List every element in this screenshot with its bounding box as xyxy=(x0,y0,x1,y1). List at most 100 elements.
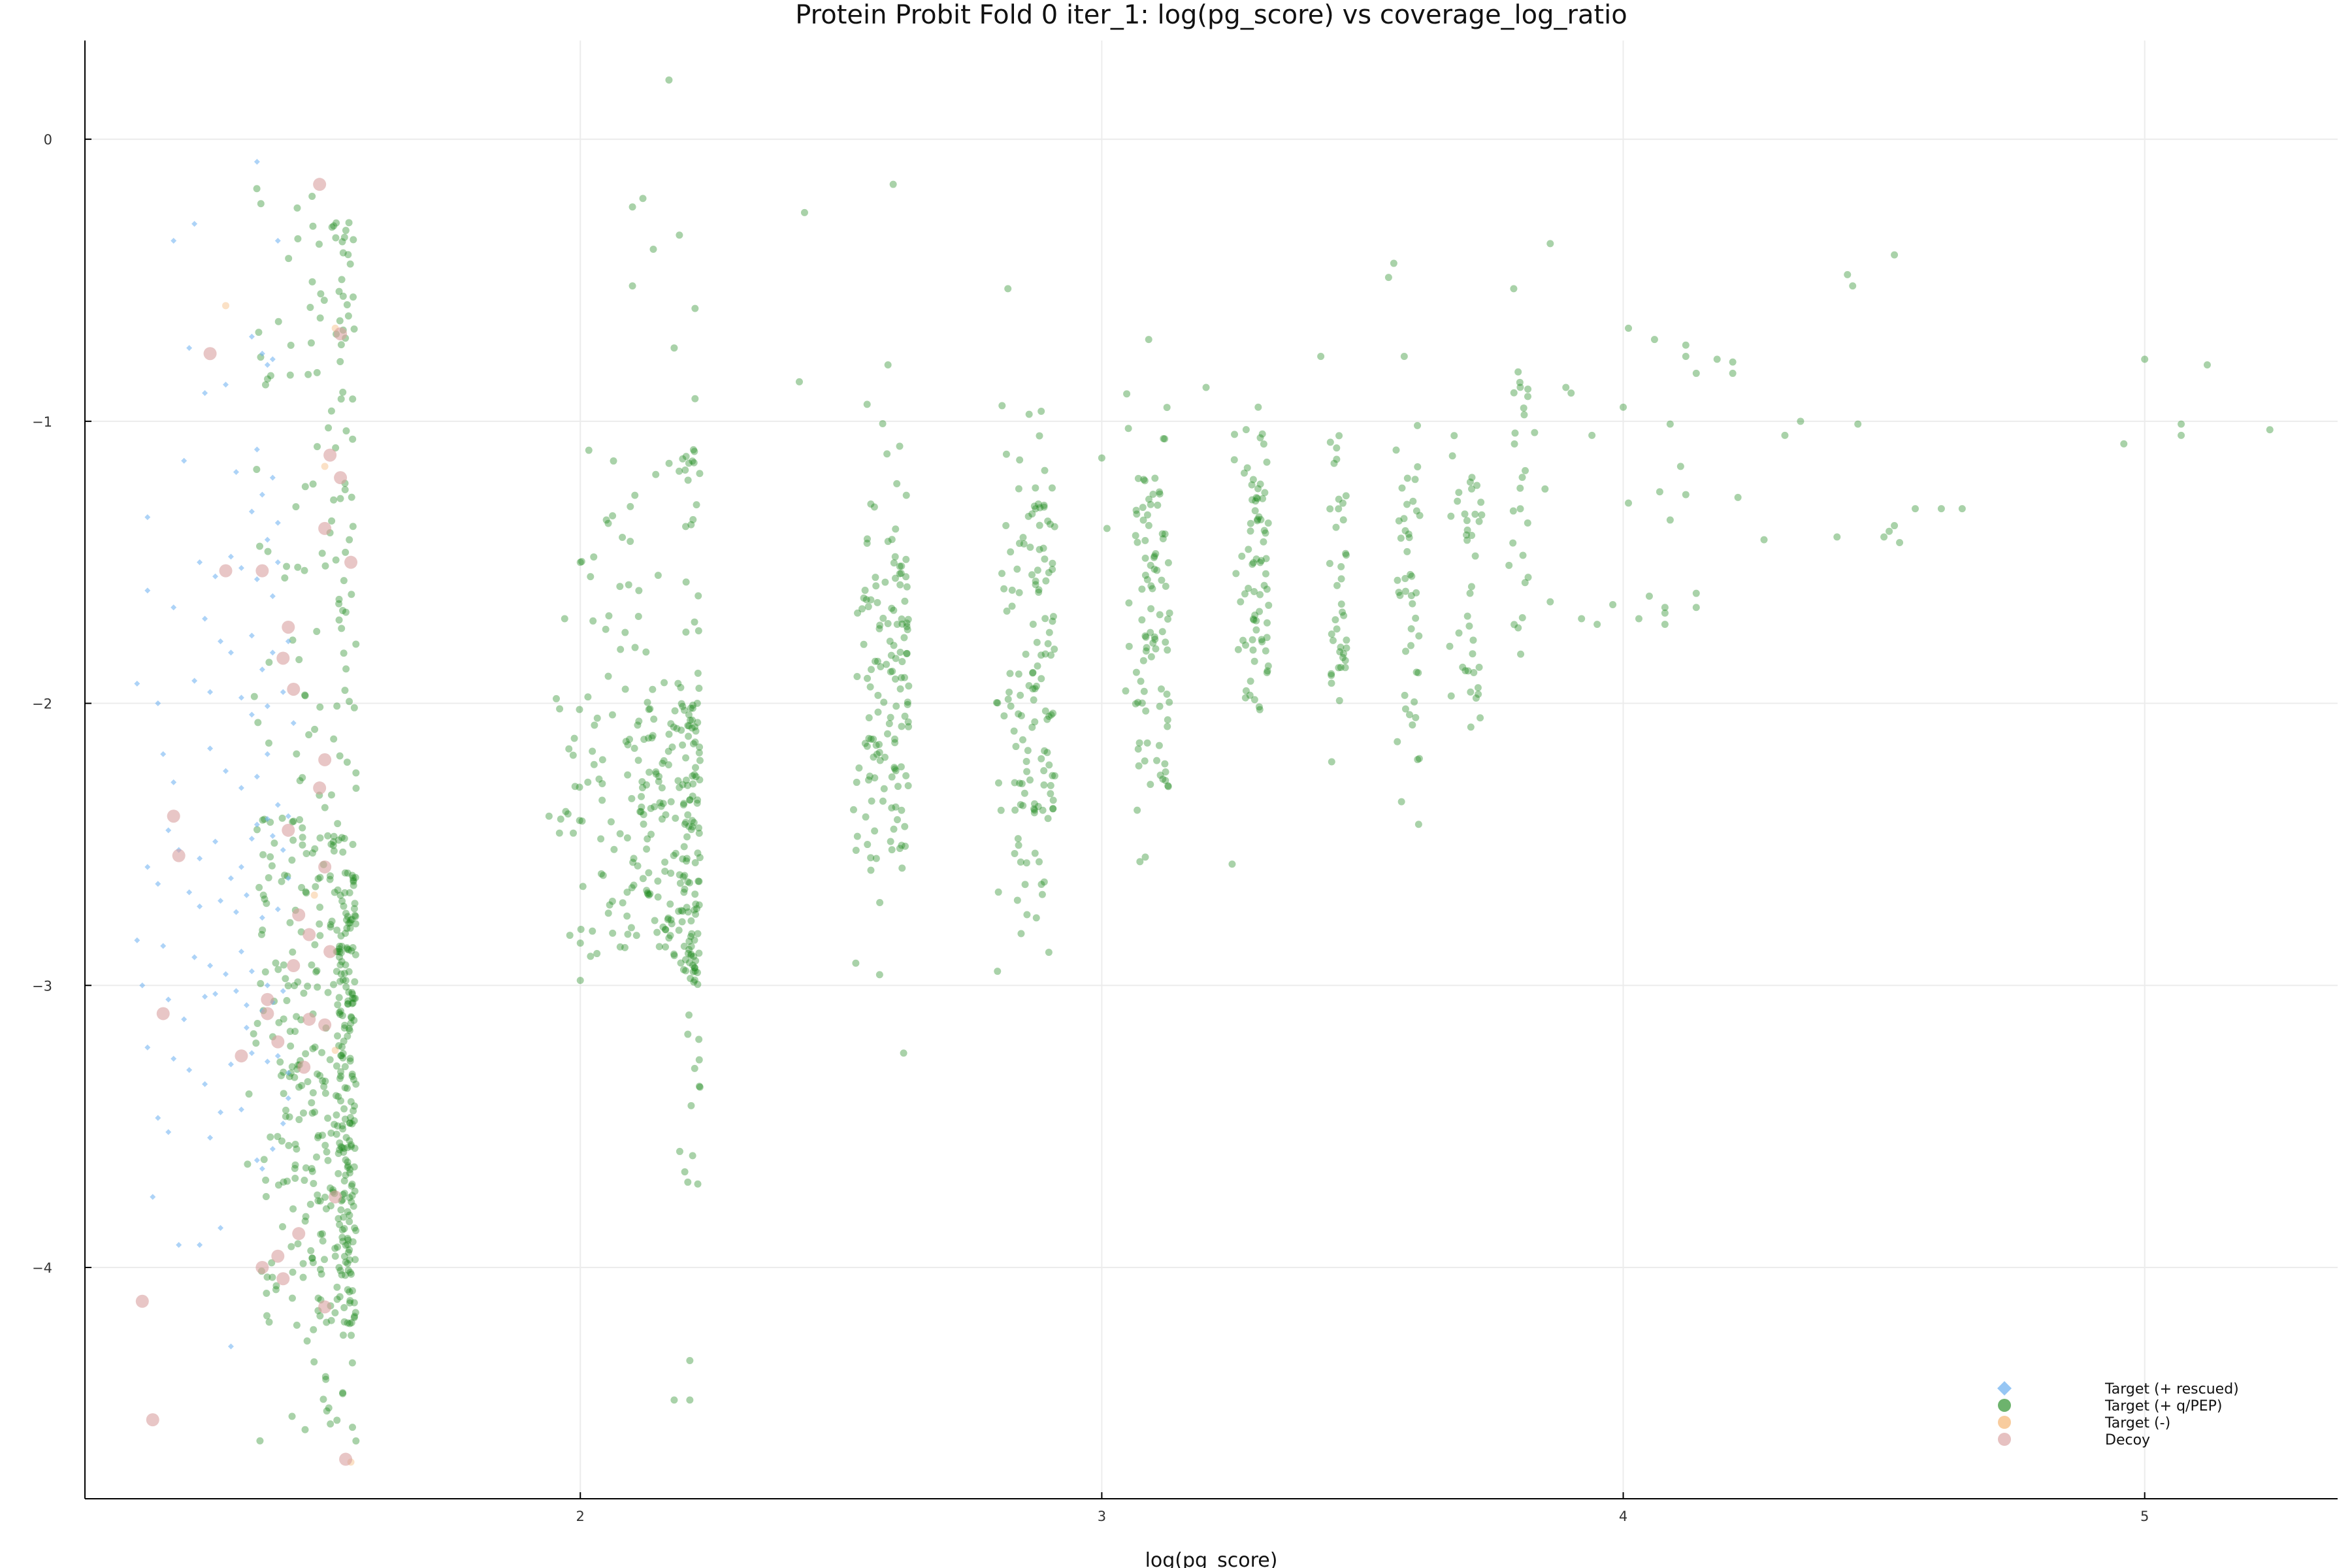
data-point xyxy=(339,249,347,257)
data-point xyxy=(1017,712,1025,720)
data-point xyxy=(904,700,911,708)
data-point xyxy=(1156,702,1164,710)
data-point xyxy=(1408,572,1416,580)
data-point xyxy=(1020,540,1028,548)
data-point xyxy=(1040,781,1048,789)
data-point xyxy=(181,457,188,464)
data-point xyxy=(673,725,681,732)
data-point xyxy=(1880,533,1888,541)
data-point xyxy=(1016,779,1024,787)
data-point xyxy=(1546,598,1554,606)
data-point xyxy=(1405,711,1413,719)
data-point xyxy=(689,792,696,800)
data-point xyxy=(892,767,900,775)
data-point xyxy=(285,638,291,645)
data-point xyxy=(589,927,596,935)
data-point xyxy=(1854,420,1862,428)
data-point xyxy=(666,932,674,939)
data-point xyxy=(1409,721,1416,729)
data-point xyxy=(904,615,912,623)
data-point xyxy=(1019,736,1027,743)
data-point xyxy=(680,706,688,714)
data-point xyxy=(309,222,317,230)
data-point xyxy=(1524,393,1531,400)
data-point xyxy=(286,1113,293,1121)
data-point xyxy=(1335,495,1343,503)
data-point xyxy=(197,1241,203,1248)
data-point xyxy=(686,796,694,804)
data-point xyxy=(333,1111,340,1119)
data-point xyxy=(640,820,647,828)
data-point xyxy=(605,612,613,620)
data-point xyxy=(667,720,675,728)
data-point xyxy=(319,1132,327,1139)
data-point xyxy=(1145,521,1152,529)
data-point xyxy=(1134,745,1142,753)
data-point xyxy=(867,500,875,508)
data-point xyxy=(676,1147,683,1155)
data-point xyxy=(1593,621,1601,629)
grid-lines xyxy=(85,41,2338,1499)
data-point xyxy=(1256,480,1264,488)
data-point xyxy=(1098,454,1105,462)
data-point xyxy=(578,558,585,566)
data-point xyxy=(685,823,693,830)
data-point xyxy=(695,949,703,957)
data-point xyxy=(694,877,702,885)
data-point xyxy=(654,877,662,885)
data-point xyxy=(1328,758,1335,766)
data-point xyxy=(1254,515,1262,523)
data-point xyxy=(1411,476,1419,483)
data-point xyxy=(894,783,902,791)
data-point xyxy=(337,949,345,956)
data-point xyxy=(682,754,690,762)
data-point xyxy=(874,708,882,716)
data-point xyxy=(1163,690,1171,698)
data-point xyxy=(313,967,321,975)
data-point xyxy=(327,791,335,799)
data-point xyxy=(1258,557,1266,564)
data-point xyxy=(875,625,883,632)
data-point xyxy=(1470,669,1478,677)
data-point xyxy=(338,1122,346,1130)
data-point xyxy=(1147,561,1154,569)
data-point xyxy=(298,1081,306,1089)
data-point xyxy=(862,813,870,821)
data-point xyxy=(902,573,910,581)
data-point xyxy=(1249,615,1257,623)
data-point xyxy=(691,859,699,867)
data-point xyxy=(330,981,338,988)
data-point xyxy=(671,707,679,715)
data-point xyxy=(1661,609,1669,617)
data-point xyxy=(849,806,857,813)
data-point xyxy=(1143,644,1151,651)
data-point xyxy=(1032,581,1039,589)
data-point xyxy=(689,780,697,788)
data-point xyxy=(649,685,657,693)
data-point xyxy=(334,1122,342,1130)
data-point xyxy=(1015,589,1023,596)
data-point xyxy=(336,1220,344,1228)
data-point xyxy=(291,1028,299,1036)
data-point xyxy=(1015,841,1022,849)
data-point xyxy=(1625,324,1633,332)
data-point xyxy=(346,1137,353,1145)
data-point xyxy=(1397,534,1405,542)
data-point xyxy=(883,661,890,668)
data-point xyxy=(691,936,698,944)
data-point xyxy=(238,694,244,701)
data-point xyxy=(1231,431,1239,438)
data-point xyxy=(341,1115,349,1123)
data-point xyxy=(1152,645,1160,653)
data-point xyxy=(659,759,666,767)
data-point xyxy=(683,857,691,865)
data-point xyxy=(1037,651,1045,659)
data-point xyxy=(1692,369,1700,377)
data-point xyxy=(1000,585,1008,593)
data-point xyxy=(253,826,261,834)
data-point xyxy=(562,808,570,815)
data-point xyxy=(227,1343,234,1350)
data-point xyxy=(342,608,350,616)
data-point xyxy=(336,891,344,899)
data-point xyxy=(1262,647,1269,655)
